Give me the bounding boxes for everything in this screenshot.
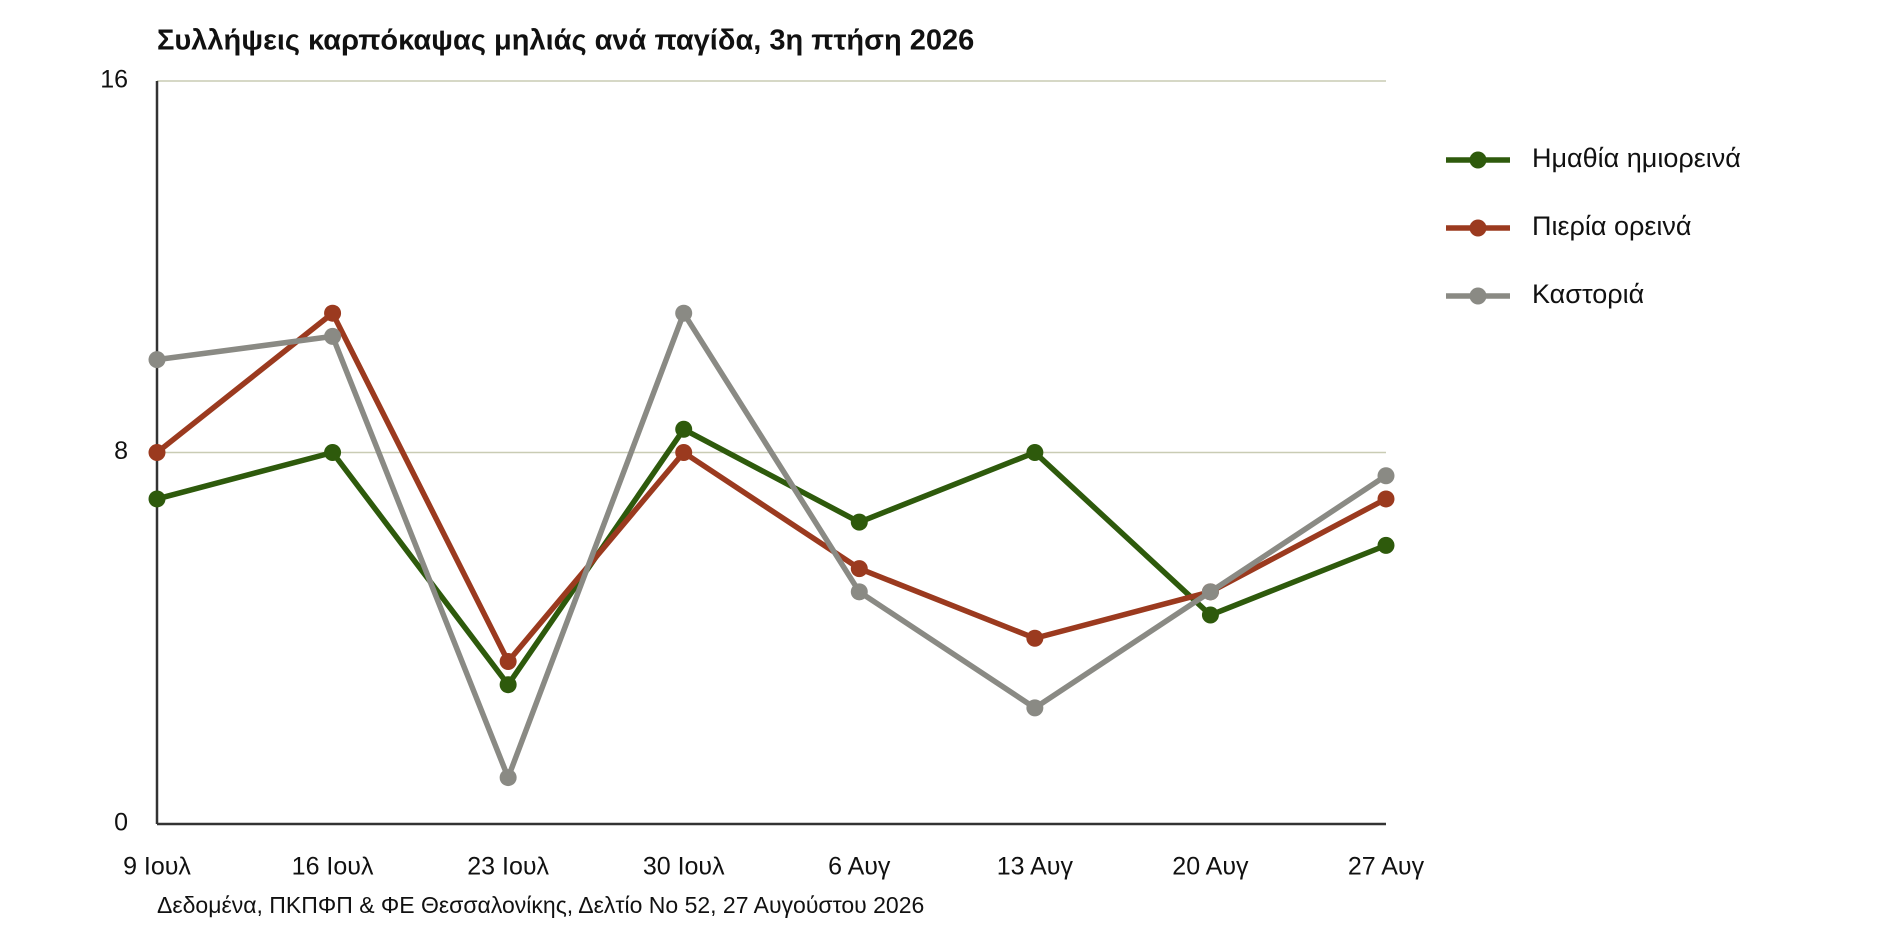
point: [148, 490, 166, 508]
x-tick-label: 27 Αυγ: [1348, 853, 1425, 881]
point: [148, 444, 166, 461]
x-tick-label: 13 Αυγ: [997, 853, 1074, 881]
legend-label: Καστοριά: [1532, 279, 1644, 309]
x-tick-label: 6 Αυγ: [828, 853, 891, 881]
point: [1026, 699, 1044, 717]
series-line: [156, 310, 1388, 781]
x-tick-label: 30 Ιουλ: [643, 853, 725, 881]
point: [850, 583, 868, 601]
point: [324, 304, 342, 322]
point: [850, 513, 868, 531]
y-tick-label: 16: [100, 66, 128, 94]
point: [675, 420, 693, 438]
point: [148, 351, 166, 369]
point: [1201, 583, 1219, 601]
point: [1377, 490, 1395, 508]
legend-marker: [1469, 219, 1487, 237]
x-tick-label: 9 Ιουλ: [123, 853, 191, 881]
source-note: Δεδομένα, ΠΚΠΦΠ & ΦΕ Θεσσαλονίκης, Δελτί…: [157, 892, 924, 918]
point: [499, 769, 517, 787]
series-line: [155, 310, 1388, 665]
chart-title: Συλλήψεις καρπόκαψας μηλιάς ανά παγίδα, …: [157, 25, 974, 57]
x-tick-label: 23 Ιουλ: [467, 853, 549, 881]
point: [675, 444, 693, 461]
y-tick-label: 8: [114, 437, 128, 465]
x-tick-label: 20 Αυγ: [1172, 853, 1249, 881]
point: [1026, 444, 1044, 461]
point: [324, 327, 342, 345]
point: [1377, 536, 1395, 554]
x-tick-label: 16 Ιουλ: [292, 853, 374, 881]
y-tick-label: 0: [114, 809, 128, 837]
legend-label: Ημαθία ημιορεινά: [1532, 143, 1741, 173]
point: [324, 444, 342, 461]
point: [1026, 629, 1044, 647]
point: [499, 652, 517, 670]
point: [850, 560, 868, 578]
legend-marker: [1469, 287, 1487, 305]
point: [675, 304, 693, 322]
series-line: [156, 426, 1388, 688]
point: [1377, 467, 1395, 485]
point: [1201, 606, 1219, 624]
legend-marker: [1469, 151, 1487, 169]
legend-label: Πιερία ορεινά: [1532, 211, 1692, 241]
point: [499, 676, 517, 694]
